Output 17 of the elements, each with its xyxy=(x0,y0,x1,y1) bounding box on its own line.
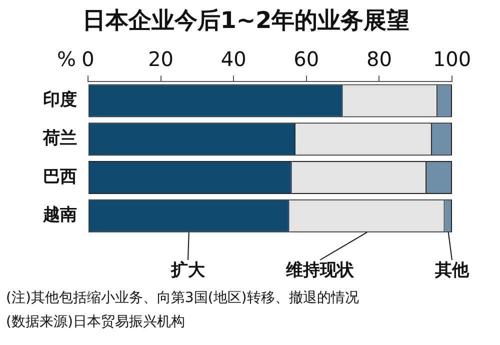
x-tick-label: 0 xyxy=(82,46,94,71)
y-tick-label: 越南 xyxy=(42,205,77,226)
text: (数据来源)日本贸易振兴机构 xyxy=(6,313,186,332)
y-tick-label: 巴西 xyxy=(43,166,77,187)
series-label: 维持现状 xyxy=(285,260,355,280)
x-axis-title: % xyxy=(56,46,76,71)
chart-title: 日本企业今后1~2年的业务展望 xyxy=(82,8,410,34)
x-tick-label: 100 xyxy=(432,46,472,71)
series-label: 其他 xyxy=(434,260,470,280)
text: (注)其他包括缩小业务、向第3国(地区)转移、撤退的情况 xyxy=(6,289,359,308)
x-tick-label: 40 xyxy=(220,46,246,71)
x-tick-label: 80 xyxy=(366,46,392,71)
y-tick-label: 荷兰 xyxy=(42,128,77,149)
series-label: 扩大 xyxy=(170,260,206,280)
x-tick-label: 20 xyxy=(148,46,174,71)
y-tick-label: 印度 xyxy=(43,90,77,110)
x-tick-label: 60 xyxy=(294,46,320,71)
